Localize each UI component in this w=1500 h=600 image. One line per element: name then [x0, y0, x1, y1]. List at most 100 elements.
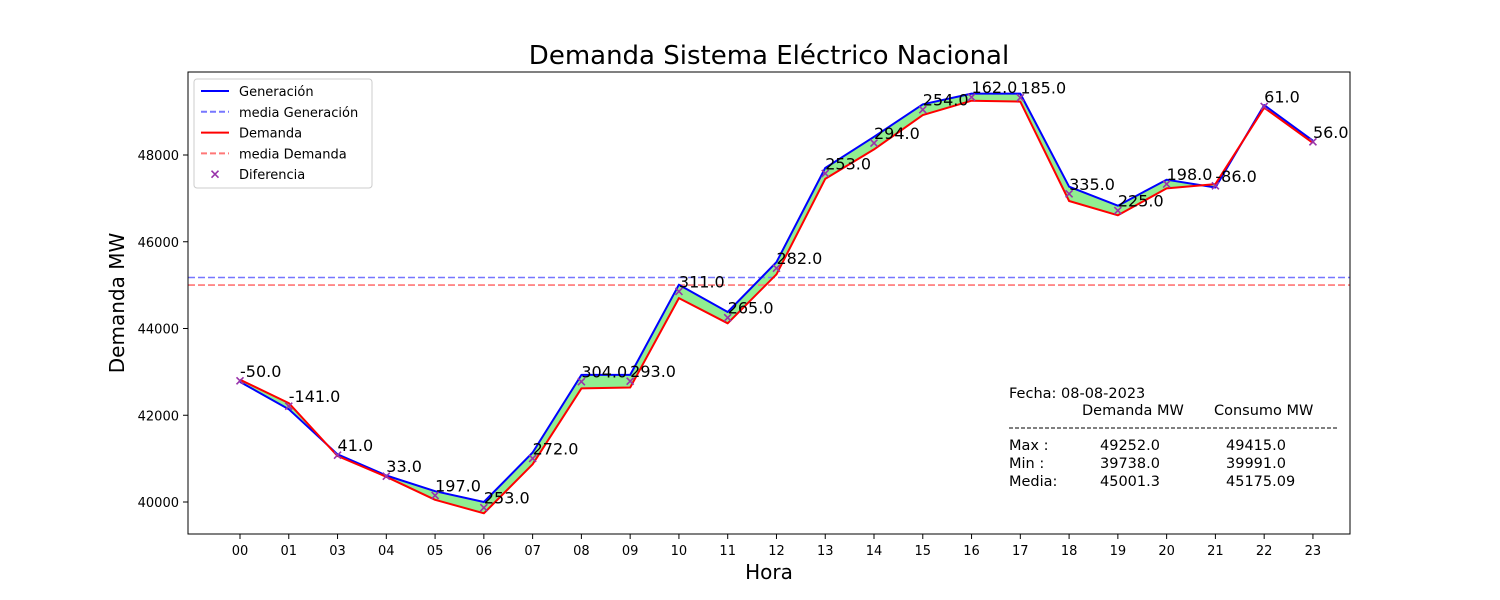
legend: Generación media Generación Demanda media D…	[193, 78, 373, 189]
x-tick-label-18: 19	[1110, 544, 1127, 559]
x-tick-label-21: 22	[1256, 544, 1273, 559]
stats-row-consumo-0: 49415.0	[1226, 438, 1286, 454]
stats-row-label-1: Min :	[1009, 456, 1044, 472]
y-axis: 40000 42000 44000 46000 48000	[138, 149, 188, 511]
x-tick-label-20: 21	[1207, 544, 1224, 559]
x-tick-label-14: 15	[915, 544, 932, 559]
diff-marker-9	[674, 287, 683, 296]
y-tick-label-1: 42000	[138, 409, 179, 424]
point-label-19: 198.0	[1167, 165, 1213, 184]
stats-box: Fecha: 08-08-2023 Demanda MW Consumo MW …	[1009, 386, 1338, 490]
diff-marker-22	[1308, 137, 1318, 146]
difference-markers	[235, 93, 1318, 512]
mean-lines	[188, 276, 1350, 286]
legend-label-3: media Demanda	[239, 147, 347, 162]
point-label-17: 335.0	[1069, 175, 1115, 194]
stats-row-label-2: Media:	[1009, 474, 1057, 490]
diff-marker-18	[1113, 206, 1122, 215]
diff-marker-2	[333, 451, 342, 460]
diff-marker-12	[821, 169, 830, 178]
stats-header-demanda: Demanda MW	[1082, 403, 1184, 419]
x-axis-label: Hora	[745, 560, 793, 584]
x-tick-label-11: 12	[768, 544, 785, 559]
point-label-1: -141.0	[289, 387, 341, 406]
point-label-13: 294.0	[874, 124, 920, 143]
series-lines	[239, 92, 1314, 515]
point-label-3: 33.0	[386, 457, 422, 476]
diff-marker-21	[1260, 102, 1269, 111]
series-line-generacion	[239, 92, 1314, 503]
diff-marker-16	[1016, 93, 1025, 102]
point-label-2: 41.0	[338, 436, 374, 455]
x-tick-label-9: 10	[671, 544, 688, 559]
diff-marker-10	[723, 313, 732, 322]
point-label-8: 293.0	[630, 362, 676, 381]
legend-label-4: Diferencia	[239, 168, 305, 183]
diff-marker-13	[869, 139, 879, 148]
legend-swatch-4	[210, 170, 220, 179]
x-tick-label-17: 18	[1061, 544, 1078, 559]
x-tick-label-10: 11	[719, 544, 736, 559]
x-tick-label-3: 04	[378, 544, 395, 559]
stats-row-demanda-2: 45001.3	[1100, 474, 1160, 490]
y-tick-label-2: 44000	[138, 323, 179, 338]
x-tick-label-6: 07	[524, 544, 541, 559]
x-tick-label-22: 23	[1305, 544, 1322, 559]
stats-row-consumo-2: 45175.09	[1226, 474, 1295, 490]
point-label-10: 265.0	[728, 299, 774, 318]
diff-marker-6	[528, 454, 537, 463]
point-label-9: 311.0	[679, 272, 725, 291]
x-tick-label-5: 06	[476, 544, 493, 559]
diff-marker-15	[967, 93, 976, 102]
point-label-4: 197.0	[435, 476, 481, 495]
x-tick-label-12: 13	[817, 544, 834, 559]
point-label-14: 254.0	[923, 91, 969, 110]
diff-marker-19	[1162, 179, 1171, 189]
legend-label-2: Demanda	[239, 127, 302, 142]
x-tick-label-4: 05	[427, 544, 444, 559]
x-tick-label-15: 16	[963, 544, 980, 559]
diff-marker-1	[284, 402, 293, 411]
series-line-demanda	[239, 99, 1314, 515]
diff-marker-14	[918, 105, 927, 114]
x-tick-label-0: 00	[232, 544, 249, 559]
stats-date: Fecha: 08-08-2023	[1009, 386, 1145, 402]
diff-marker-11	[772, 264, 781, 273]
point-label-12: 253.0	[825, 154, 871, 173]
y-tick-label-0: 40000	[138, 496, 179, 511]
diff-marker-5	[479, 503, 488, 512]
x-axis: 00 01 03 04 05 06 07 08 09 10 11 12 13 14 15 16 17 18 19 20…	[232, 534, 1321, 559]
point-label-15: 162.0	[972, 78, 1018, 97]
legend-box	[193, 78, 373, 189]
diff-marker-20	[1211, 181, 1220, 190]
point-label-22: 56.0	[1313, 123, 1349, 142]
plot-frame	[187, 71, 1351, 535]
diff-marker-8	[626, 377, 635, 386]
x-tick-label-13: 14	[866, 544, 883, 559]
point-label-20: -86.0	[1215, 167, 1256, 186]
y-tick-label-4: 48000	[138, 149, 179, 164]
stats-header-consumo: Consumo MW	[1214, 403, 1313, 419]
point-label-16: 185.0	[1020, 79, 1066, 98]
y-tick-label-3: 46000	[138, 236, 179, 251]
stats-row-consumo-1: 39991.0	[1226, 456, 1286, 472]
point-label-6: 272.0	[533, 439, 579, 458]
diff-marker-17	[1065, 189, 1074, 198]
point-label-21: 61.0	[1264, 87, 1300, 106]
point-label-7: 304.0	[581, 363, 627, 382]
legend-label-1: media Generación	[239, 106, 358, 121]
stats-row-demanda-1: 39738.0	[1100, 456, 1160, 472]
x-tick-label-8: 09	[622, 544, 639, 559]
x-tick-label-1: 01	[280, 544, 297, 559]
x-tick-label-2: 03	[329, 544, 346, 559]
diff-marker-4	[431, 491, 440, 500]
point-label-18: 225.0	[1118, 192, 1164, 211]
y-axis-label: Demanda MW	[105, 233, 129, 374]
point-label-0: -50.0	[240, 362, 281, 381]
x-tick-label-16: 17	[1012, 544, 1029, 559]
diff-marker-3	[382, 472, 391, 481]
point-label-11: 282.0	[776, 249, 822, 268]
point-label-5: 253.0	[484, 489, 530, 508]
x-tick-label-19: 20	[1158, 544, 1175, 559]
